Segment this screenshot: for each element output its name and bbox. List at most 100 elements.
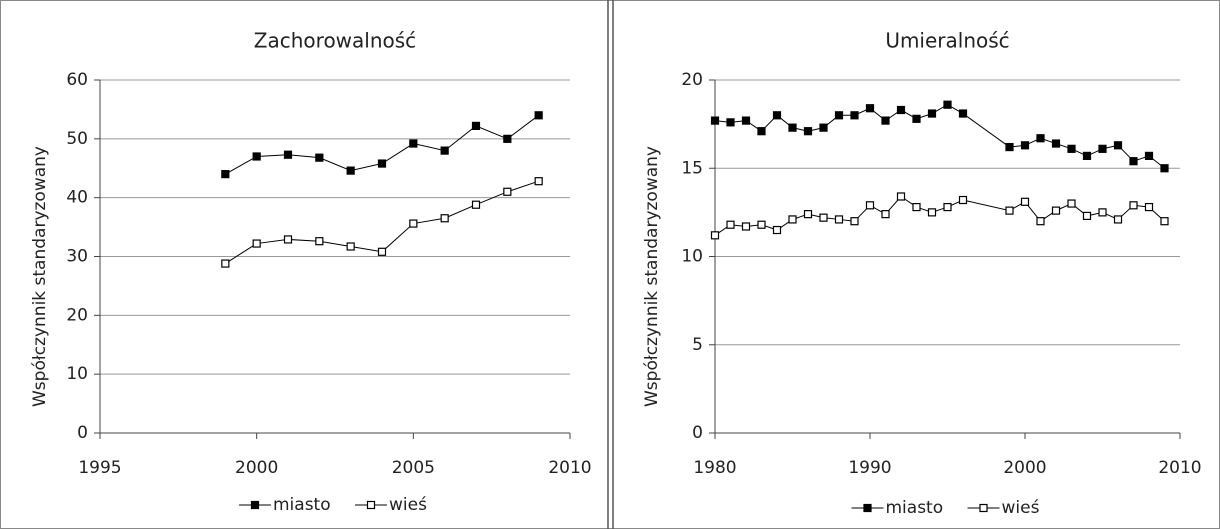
marker xyxy=(534,177,543,186)
marker xyxy=(283,235,293,244)
y-tick-label: 15 xyxy=(681,158,703,178)
marker xyxy=(1098,208,1107,217)
marker xyxy=(252,239,261,248)
chart-title: Umieralność xyxy=(885,29,1009,53)
marker xyxy=(471,200,481,209)
marker xyxy=(1020,141,1030,150)
legend-marker xyxy=(863,503,872,513)
marker xyxy=(503,134,512,143)
marker xyxy=(1082,151,1092,160)
marker xyxy=(1036,134,1045,143)
marker xyxy=(788,215,797,224)
marker xyxy=(315,237,324,246)
marker xyxy=(1082,211,1092,221)
x-tick-label: 2000 xyxy=(1003,458,1046,478)
marker xyxy=(440,146,449,155)
y-tick-label: 40 xyxy=(66,188,88,208)
marker xyxy=(252,152,261,161)
chart-title: Zachorowalność xyxy=(254,29,416,53)
y-axis-label: Współczynnik standaryzowany xyxy=(642,146,662,407)
marker xyxy=(710,116,720,125)
y-tick-label: 10 xyxy=(66,364,88,384)
legend-label: miasto xyxy=(273,495,331,515)
x-tick-label: 1980 xyxy=(693,458,736,478)
marker xyxy=(803,210,813,219)
marker xyxy=(1129,201,1138,210)
marker xyxy=(377,159,387,168)
marker xyxy=(741,222,751,231)
marker xyxy=(772,111,782,120)
marker xyxy=(865,201,875,210)
marker xyxy=(1144,202,1154,212)
marker xyxy=(819,213,828,222)
marker xyxy=(850,111,859,120)
marker xyxy=(757,127,766,136)
marker xyxy=(1051,139,1061,148)
marker xyxy=(819,123,828,132)
marker xyxy=(1098,144,1107,153)
marker xyxy=(1160,217,1169,226)
y-tick-label: 0 xyxy=(692,423,703,443)
marker xyxy=(850,217,859,226)
marker xyxy=(315,153,324,162)
marker xyxy=(710,231,720,240)
marker xyxy=(943,100,952,109)
x-tick-label: 2005 xyxy=(392,458,435,478)
marker xyxy=(1113,215,1123,224)
marker xyxy=(1036,217,1045,226)
marker xyxy=(1005,142,1014,152)
legend-marker xyxy=(366,500,376,510)
legend-marker xyxy=(979,503,988,513)
legend-label: miasto xyxy=(886,498,944,518)
y-tick-label: 50 xyxy=(66,129,88,149)
x-tick-label: 2010 xyxy=(548,458,591,478)
marker xyxy=(1005,206,1014,215)
marker xyxy=(1144,151,1154,160)
marker xyxy=(1129,157,1138,166)
marker xyxy=(283,150,293,159)
marker xyxy=(346,242,355,251)
marker xyxy=(346,166,355,175)
marker xyxy=(1113,141,1123,150)
marker xyxy=(881,210,890,219)
marker xyxy=(943,202,952,212)
marker xyxy=(377,247,387,256)
marker xyxy=(221,259,230,268)
x-tick-label: 2000 xyxy=(235,458,278,478)
marker xyxy=(1067,144,1076,153)
marker xyxy=(927,208,937,217)
series-line xyxy=(714,104,1165,169)
marker xyxy=(803,127,813,136)
legend-item: miasto xyxy=(239,495,331,515)
series-line xyxy=(714,195,1165,236)
marker xyxy=(741,116,751,125)
marker xyxy=(471,121,481,130)
marker xyxy=(726,118,735,127)
marker xyxy=(1160,164,1169,173)
legend-item: wieś xyxy=(355,495,427,515)
y-tick-label: 20 xyxy=(66,305,88,325)
legend-item: miasto xyxy=(851,498,944,518)
marker xyxy=(440,214,449,223)
marker xyxy=(1051,206,1061,215)
marker xyxy=(958,109,968,118)
y-tick-label: 60 xyxy=(66,70,88,90)
x-tick-label: 1995 xyxy=(78,458,121,478)
marker xyxy=(409,219,418,228)
marker xyxy=(221,170,230,179)
x-tick-label: 1990 xyxy=(848,458,891,478)
y-tick-label: 5 xyxy=(692,335,703,355)
y-tick-label: 10 xyxy=(681,247,703,267)
marker xyxy=(503,187,512,196)
marker xyxy=(834,111,844,120)
marker xyxy=(757,220,766,229)
y-tick-label: 30 xyxy=(66,247,88,267)
marker xyxy=(927,109,937,118)
marker xyxy=(534,111,543,120)
marker xyxy=(912,202,921,212)
x-tick-label: 2010 xyxy=(1158,458,1201,478)
y-tick-label: 0 xyxy=(77,423,88,443)
marker xyxy=(409,139,418,148)
